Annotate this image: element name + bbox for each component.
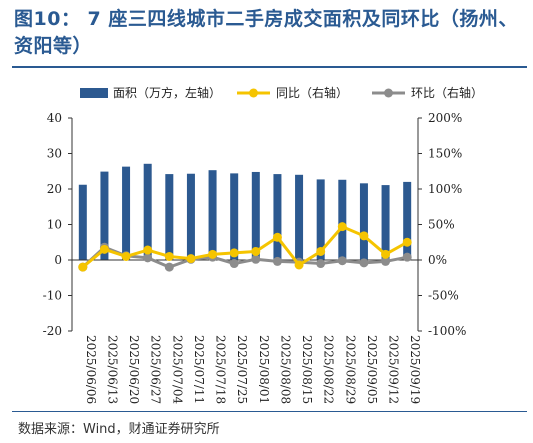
yoy-point: [251, 246, 261, 256]
yoy-point: [229, 248, 239, 258]
x-tick-label: 2025/08/01: [257, 335, 271, 404]
x-tick-label: 2025/08/08: [278, 335, 292, 404]
bar: [403, 181, 412, 260]
line-series: [78, 222, 412, 272]
bar: [273, 174, 282, 260]
mom-point: [402, 252, 412, 262]
chart-area: 面积（万方，左轴） 同比（右轴） 环比（右轴） -20 -10 0 10 20 30 40 -10…: [43, 85, 483, 405]
right-tick-label: -50%: [428, 289, 459, 303]
legend-bar-swatch: [80, 88, 108, 98]
yoy-point: [99, 244, 109, 254]
bar: [295, 174, 304, 260]
yoy-point: [294, 260, 304, 270]
mom-point: [164, 262, 174, 272]
bar: [186, 173, 195, 260]
yoy-point: [164, 251, 174, 261]
yoy-point: [186, 254, 196, 264]
left-tick-label: 30: [47, 147, 62, 161]
x-tick-label: 2025/08/29: [343, 335, 357, 404]
left-tick-label: 0: [54, 253, 62, 267]
mom-point: [337, 256, 347, 266]
legend-mom-marker: [384, 88, 393, 98]
x-tick-label: 2025/06/27: [149, 335, 163, 404]
legend: 面积（万方，左轴） 同比（右轴） 环比（右轴）: [80, 85, 483, 100]
x-tick-label: 2025/08/22: [322, 335, 336, 404]
x-tick-label: 2025/06/13: [105, 335, 119, 404]
bar: [251, 171, 260, 260]
mom-point: [359, 258, 369, 268]
right-tick-label: 150%: [428, 147, 462, 161]
axes: -20 -10 0 10 20 30 40 -100% -50% 0% 50% 100% 150% 200…: [43, 111, 467, 338]
x-tick-label: 2025/09/05: [365, 335, 379, 404]
source-note: 数据来源：Wind，财通证券研究所: [18, 422, 220, 437]
bar: [78, 184, 87, 260]
yoy-point: [78, 262, 88, 272]
mom-point: [251, 254, 261, 264]
x-tick-label: 2025/09/12: [387, 335, 401, 404]
legend-yoy-marker: [249, 88, 258, 98]
bar: [100, 171, 109, 260]
bar: [381, 185, 390, 260]
bar: [165, 174, 174, 260]
yoy-point: [272, 232, 282, 242]
x-tick-label: 2025/08/15: [300, 335, 314, 404]
footer-divider: [12, 411, 527, 412]
left-tick-label: 20: [47, 182, 62, 196]
yoy-point: [316, 246, 326, 256]
right-tick-label: -100%: [428, 324, 466, 338]
chart-title: 图10： 7 座三四线城市二手房成交面积及同环比（扬州、资阳等）: [14, 8, 518, 57]
bar: [208, 170, 217, 260]
mom-point: [143, 253, 153, 263]
mom-line: [81, 245, 408, 269]
x-tick-labels: 2025/06/06 2025/06/13 2025/06/20 2025/06/27…: [84, 335, 422, 405]
mom-point: [316, 259, 326, 269]
legend-label-mom: 环比（右轴）: [411, 85, 483, 100]
right-tick-label: 50%: [428, 218, 455, 232]
yoy-point: [381, 249, 391, 259]
yoy-point: [208, 249, 218, 259]
right-tick-label: 200%: [428, 111, 462, 125]
legend-label-yoy: 同比（右轴）: [276, 85, 348, 100]
legend-label-area: 面积（万方，左轴）: [113, 85, 221, 100]
mom-point: [229, 259, 239, 269]
yoy-point: [402, 237, 412, 247]
mom-point: [272, 256, 282, 266]
left-tick-label: 40: [47, 111, 62, 125]
title-divider: [12, 66, 527, 68]
right-tick-label: 100%: [428, 182, 462, 196]
x-tick-label: 2025/07/18: [214, 335, 228, 404]
yoy-point: [143, 245, 153, 255]
bar: [122, 166, 131, 260]
bar: [230, 173, 239, 260]
left-tick-label: -20: [43, 324, 62, 338]
bar: [316, 179, 325, 260]
bar-series: [78, 163, 412, 260]
yoy-point: [121, 251, 131, 261]
bar: [338, 179, 347, 260]
x-tick-label: 2025/06/06: [84, 335, 98, 404]
x-tick-label: 2025/06/20: [127, 335, 141, 404]
bar: [359, 183, 368, 260]
yoy-point: [359, 231, 369, 241]
left-tick-label: -10: [43, 289, 62, 303]
mom-point: [381, 256, 391, 266]
yoy-point: [337, 222, 347, 232]
x-tick-label: 2025/07/04: [170, 335, 184, 405]
yoy-line: [81, 224, 408, 269]
x-tick-label: 2025/09/19: [408, 335, 422, 404]
bar: [143, 163, 152, 260]
left-tick-label: 10: [47, 218, 62, 232]
right-tick-label: 0%: [428, 253, 447, 267]
x-tick-label: 2025/07/11: [192, 335, 206, 404]
x-tick-label: 2025/07/25: [235, 335, 249, 404]
